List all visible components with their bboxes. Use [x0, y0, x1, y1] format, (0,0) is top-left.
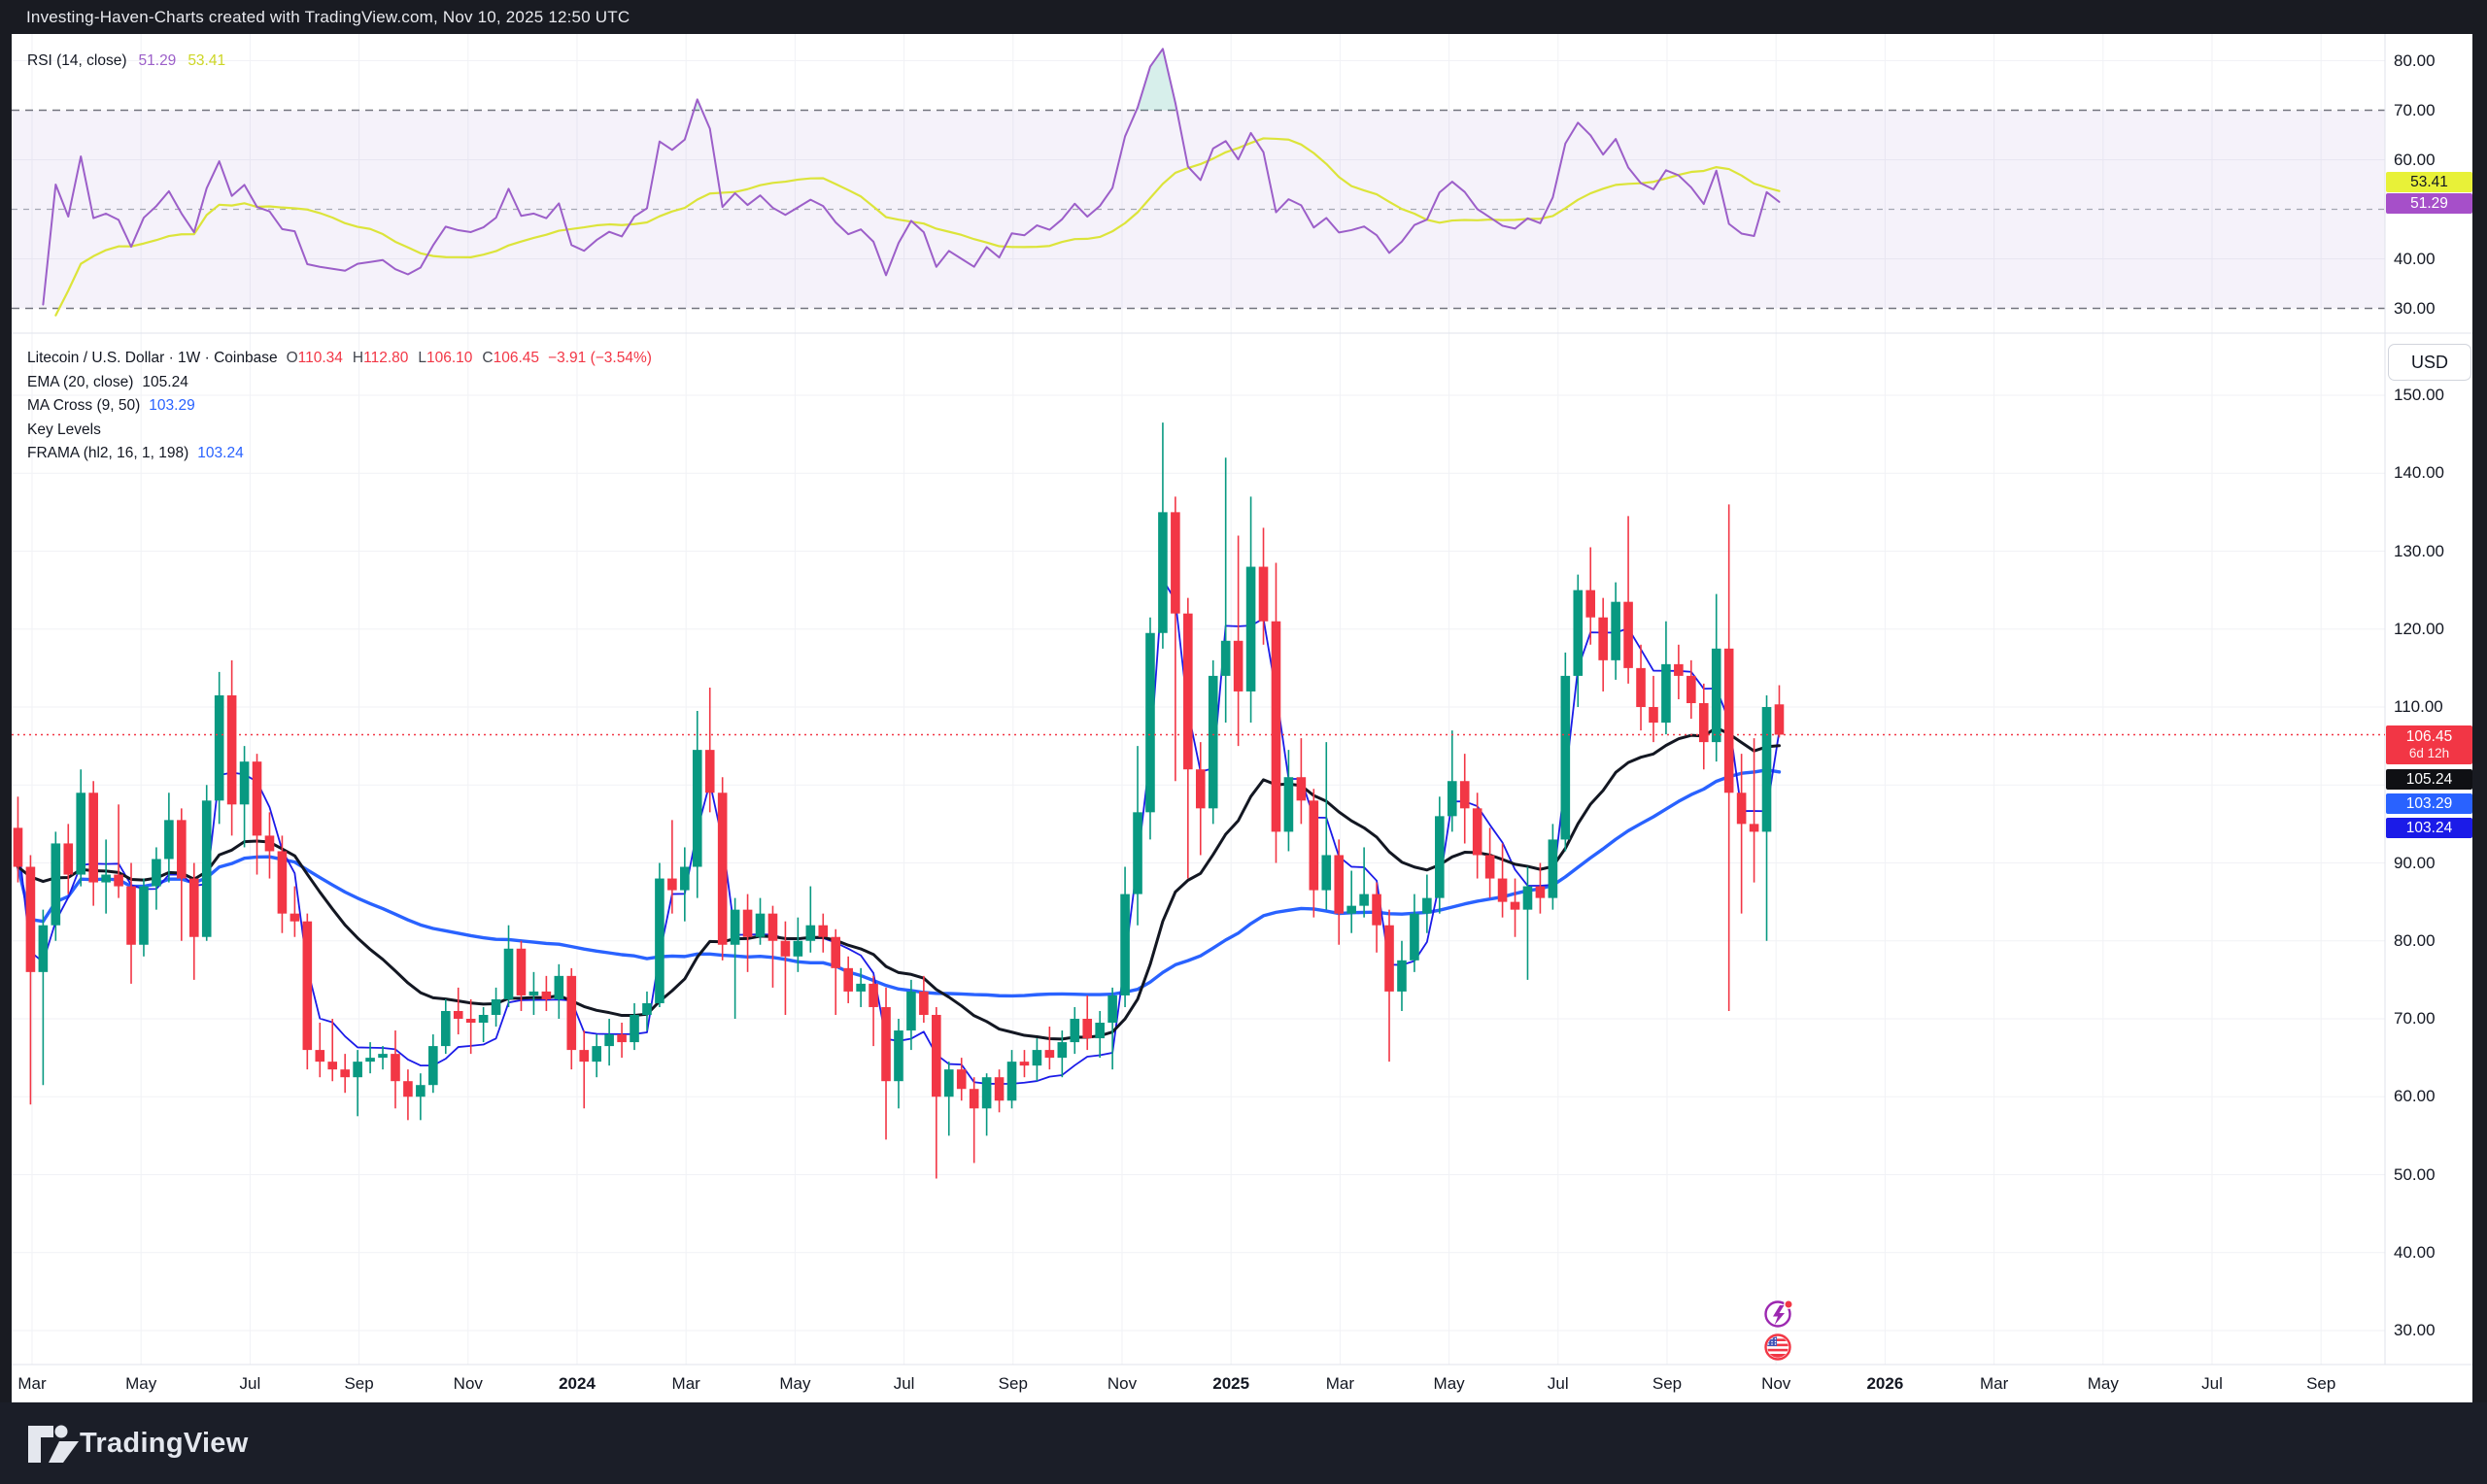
title-bar: Investing-Haven-Charts created with Trad…: [0, 0, 2487, 34]
indicator-name: Key Levels: [27, 421, 101, 438]
indicator-value: 105.24: [142, 373, 188, 390]
footer-bar: TradingView: [0, 1402, 2487, 1484]
price-axis-label[interactable]: 30.00: [2394, 1321, 2436, 1339]
time-axis-label[interactable]: Jul: [239, 1374, 261, 1393]
indicator-row-macross[interactable]: MA Cross (9, 50) 103.29: [27, 394, 652, 419]
time-axis-label[interactable]: Nov: [1107, 1374, 1138, 1393]
time-axis-label[interactable]: Sep: [2306, 1374, 2336, 1393]
time-axis-label[interactable]: 2024: [559, 1374, 596, 1393]
price-axis-label[interactable]: 80.00: [2394, 930, 2436, 950]
indicator-name: MA Cross (9, 50): [27, 397, 141, 415]
time-axis-label[interactable]: May: [2087, 1374, 2119, 1393]
price-axis-label[interactable]: 150.00: [2394, 386, 2444, 404]
rsi-value: 51.29: [138, 52, 177, 69]
time-axis-label[interactable]: 2026: [1866, 1374, 1904, 1393]
ohlc-token: L106.10: [418, 350, 473, 367]
time-axis-label[interactable]: Sep: [998, 1374, 1028, 1393]
price-axis-label[interactable]: 40.00: [2394, 1242, 2436, 1262]
us-flag-event-icon[interactable]: [1764, 1333, 1791, 1361]
rsi-axis-label[interactable]: 70.00: [2394, 100, 2436, 119]
change-value: −3.91 (−3.54%): [548, 350, 652, 367]
ohlc-token: H112.80: [352, 350, 409, 367]
time-axis-label[interactable]: 2025: [1212, 1374, 1250, 1393]
currency-button[interactable]: USD: [2388, 344, 2471, 381]
time-axis-label[interactable]: Sep: [344, 1374, 374, 1393]
price-axis-label[interactable]: 130.00: [2394, 541, 2444, 560]
indicator-row-ema[interactable]: EMA (20, close) 105.24: [27, 371, 652, 395]
rsi-legend[interactable]: RSI (14, close) 51.29 53.41: [27, 52, 225, 70]
price-axis-label[interactable]: 110.00: [2394, 697, 2443, 716]
time-axis-label[interactable]: Mar: [1979, 1374, 2009, 1393]
time-axis-label[interactable]: Mar: [671, 1374, 700, 1393]
rsi-indicator-label: RSI (14, close): [27, 52, 127, 69]
time-axis-label[interactable]: May: [125, 1374, 157, 1393]
economic-event-lightning-icon[interactable]: [1764, 1299, 1793, 1328]
snapshot-title: Investing-Haven-Charts created with Trad…: [26, 7, 630, 26]
rsi-axis-label[interactable]: 30.00: [2394, 298, 2436, 318]
time-axis-label[interactable]: Mar: [17, 1374, 47, 1393]
price-axis-label[interactable]: 140.00: [2394, 463, 2444, 483]
price-axis-label[interactable]: 90.00: [2394, 853, 2436, 872]
ohlc-values: O110.34 H112.80 L106.10 C106.45: [287, 350, 539, 367]
time-axis-label[interactable]: Jul: [893, 1374, 915, 1393]
price-axis-label[interactable]: 50.00: [2394, 1164, 2436, 1184]
indicator-value: 103.24: [197, 445, 244, 462]
time-axis-label[interactable]: Nov: [1761, 1374, 1791, 1393]
time-axis-label[interactable]: Jul: [1547, 1374, 1569, 1393]
indicator-name: FRAMA (hl2, 16, 1, 198): [27, 445, 189, 462]
time-axis-label[interactable]: Nov: [453, 1374, 483, 1393]
price-tag: 103.29: [2386, 793, 2472, 814]
rsi-axis-label[interactable]: 60.00: [2394, 150, 2436, 169]
price-tag: 106.45 6d 12h: [2386, 725, 2472, 764]
time-axis-label[interactable]: May: [1433, 1374, 1465, 1393]
ohlc-token: O110.34: [286, 350, 343, 367]
indicator-value: 103.29: [149, 397, 195, 415]
price-axis-label[interactable]: 70.00: [2394, 1009, 2436, 1028]
indicator-row-frama[interactable]: FRAMA (hl2, 16, 1, 198) 103.24: [27, 442, 652, 466]
symbol-legend-row[interactable]: Litecoin / U.S. Dollar · 1W · Coinbase O…: [27, 347, 652, 371]
rsi-axis-label[interactable]: 40.00: [2394, 249, 2436, 268]
rsi-tag: 51.29: [2386, 193, 2472, 214]
time-axis-label[interactable]: Mar: [1325, 1374, 1355, 1393]
tradingview-brand[interactable]: TradingView: [80, 1428, 249, 1459]
ohlc-token: C106.45: [482, 350, 540, 367]
symbol-title: Litecoin / U.S. Dollar · 1W · Coinbase: [27, 350, 278, 367]
time-axis-label[interactable]: Jul: [2201, 1374, 2223, 1393]
price-axis-label[interactable]: 60.00: [2394, 1087, 2436, 1106]
price-axis-label[interactable]: 120.00: [2394, 619, 2444, 638]
rsi-axis-label[interactable]: 80.00: [2394, 51, 2436, 70]
price-tag: 103.24: [2386, 818, 2472, 838]
tradingview-logo-icon[interactable]: [26, 1422, 94, 1467]
time-axis-label[interactable]: Sep: [1652, 1374, 1683, 1393]
rsi-ma-tag: 53.41: [2386, 172, 2472, 192]
rsi-ma-value: 53.41: [187, 52, 226, 69]
main-legend: Litecoin / U.S. Dollar · 1W · Coinbase O…: [27, 347, 652, 466]
indicator-name: EMA (20, close): [27, 373, 134, 390]
time-axis-label[interactable]: May: [779, 1374, 811, 1393]
indicator-row-keylevels[interactable]: Key Levels: [27, 419, 652, 443]
price-tag: 105.24: [2386, 769, 2472, 790]
